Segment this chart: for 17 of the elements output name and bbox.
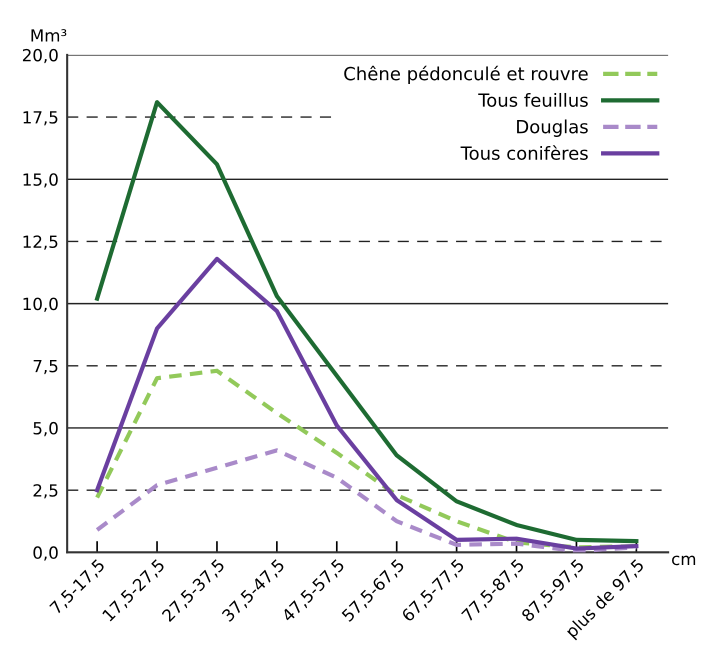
- line-series: [95, 448, 638, 552]
- legend-label: Douglas: [517, 119, 588, 137]
- legend-label: Tous conifères: [460, 145, 588, 160]
- y-tick-label: 15,0: [24, 173, 58, 188]
- line-series: [95, 256, 638, 551]
- x-axis-title: cm: [672, 556, 696, 566]
- legend-label: Tous feuillus: [478, 92, 588, 107]
- y-tick-label: 7,5: [34, 360, 58, 374]
- y-tick-label: 20,0: [22, 48, 58, 64]
- y-axis-title: Mm³: [32, 29, 66, 42]
- y-tick-label: 10,0: [24, 298, 58, 312]
- y-tick-label: 0,0: [33, 546, 58, 561]
- y-tick-label: 12,5: [24, 235, 58, 250]
- legend-label: Chêne pédonculé et rouvre: [344, 66, 588, 84]
- y-tick-label: 5,0: [34, 422, 58, 436]
- y-tick-label: 17,5: [24, 111, 58, 126]
- y-tick-label: 2,5: [34, 484, 58, 498]
